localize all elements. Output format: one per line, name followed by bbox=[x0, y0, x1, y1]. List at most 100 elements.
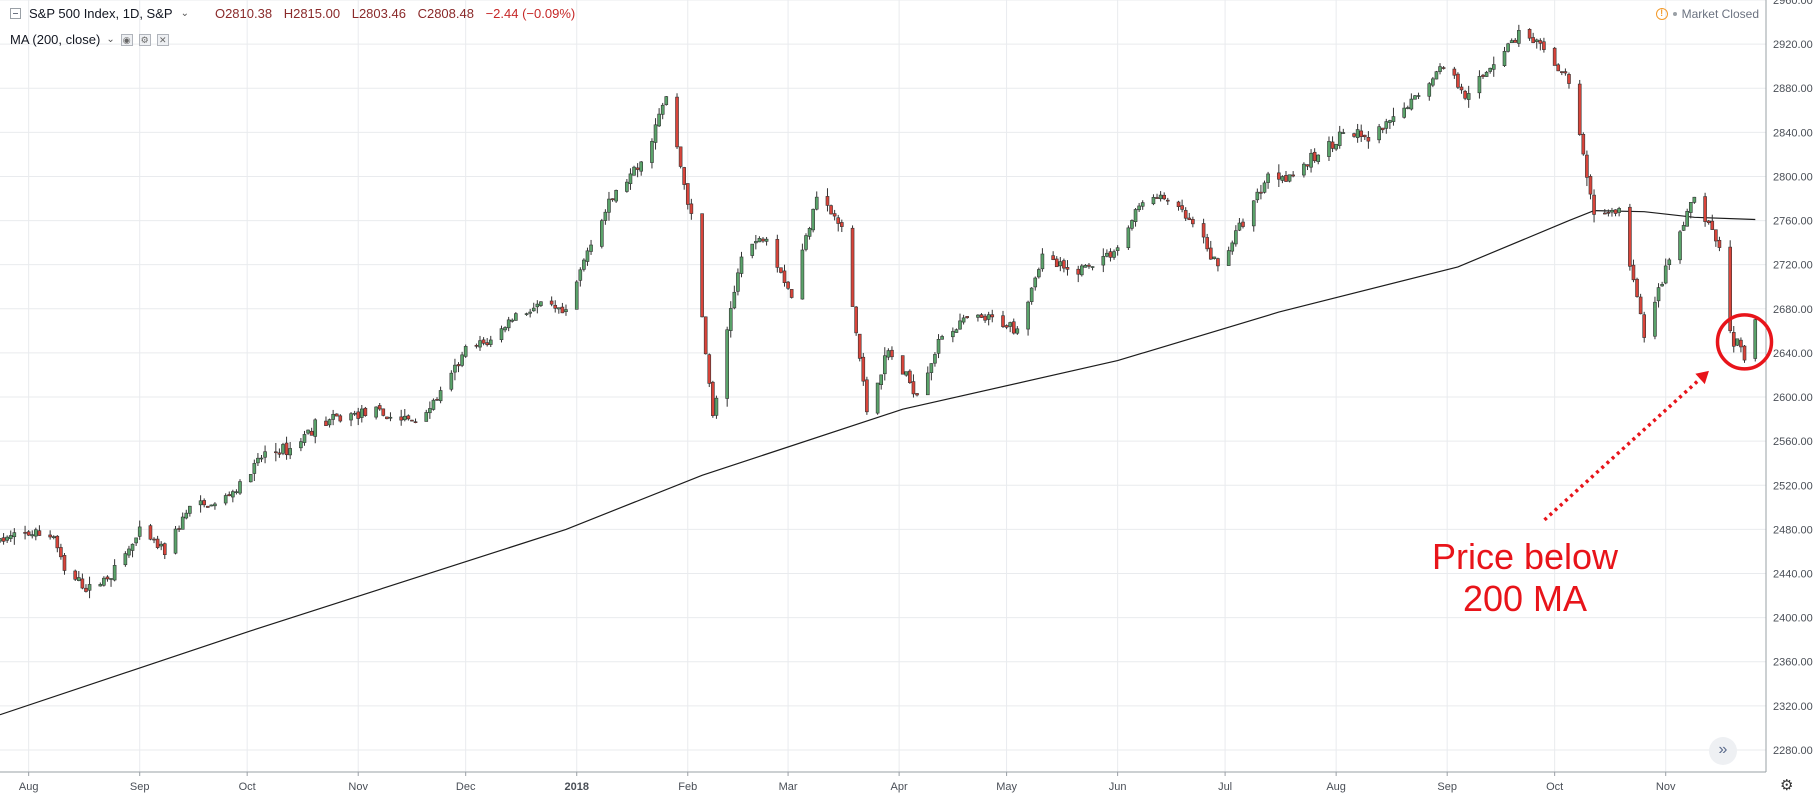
collapse-icon[interactable] bbox=[10, 8, 21, 19]
info-icon[interactable]: ! bbox=[1655, 8, 1668, 20]
candle-up bbox=[1477, 76, 1482, 94]
candle-down bbox=[1201, 223, 1206, 238]
candle-down bbox=[1577, 83, 1582, 135]
candle-down bbox=[1312, 151, 1317, 162]
time-tick-label: Dec bbox=[456, 781, 476, 793]
candle-up bbox=[1033, 277, 1038, 288]
candle-up bbox=[929, 363, 934, 373]
price-axis[interactable]: 2280.00 2320.00 2360.00 2400.00 2440.00 2480.… bbox=[1773, 0, 1813, 757]
candle-up bbox=[428, 408, 432, 414]
candle-up bbox=[1656, 287, 1661, 302]
chevron-down-icon[interactable]: ⌄ bbox=[180, 8, 189, 19]
time-tick-label: 2018 bbox=[564, 781, 588, 793]
candle-up bbox=[1083, 265, 1088, 268]
candle-down bbox=[1452, 68, 1457, 76]
candle-down bbox=[413, 421, 418, 424]
candle-up bbox=[349, 413, 353, 421]
candle-up bbox=[213, 503, 217, 507]
candle-up bbox=[1427, 83, 1432, 97]
candle-up bbox=[1140, 202, 1145, 207]
candle-up bbox=[463, 346, 468, 357]
symbol-title[interactable]: S&P 500 Index, 1D, S&P bbox=[29, 6, 173, 21]
indicator-label[interactable]: MA (200, close) bbox=[10, 32, 101, 47]
annotation-callout bbox=[1543, 313, 1774, 522]
candle-down bbox=[857, 333, 862, 359]
candle-down bbox=[1631, 264, 1636, 281]
candle-up bbox=[1137, 205, 1141, 211]
gear-icon[interactable]: ⚙ bbox=[138, 33, 151, 46]
candle-up bbox=[209, 504, 214, 507]
candle-up bbox=[499, 328, 504, 341]
candle-up bbox=[1040, 253, 1045, 270]
candle-up bbox=[1681, 225, 1686, 231]
price-tick-label: 2720.00 bbox=[1773, 260, 1813, 272]
candle-down bbox=[836, 217, 841, 224]
candle-up bbox=[632, 166, 636, 176]
time-tick-label: Apr bbox=[891, 781, 908, 793]
candle-up bbox=[1251, 200, 1256, 227]
candle-down bbox=[1259, 191, 1263, 194]
candle-up bbox=[1517, 30, 1521, 44]
candle-up bbox=[904, 371, 909, 376]
candle-up bbox=[374, 406, 378, 418]
candle-up bbox=[757, 238, 762, 243]
candle-up bbox=[814, 196, 819, 210]
price-tick-label: 2920.00 bbox=[1773, 39, 1813, 51]
candle-up bbox=[256, 457, 260, 464]
eye-icon[interactable]: ◉ bbox=[120, 33, 133, 46]
candle-down bbox=[80, 578, 85, 589]
annotation-line-2: 200 MA bbox=[1462, 578, 1588, 619]
chevron-double-right-icon[interactable]: » bbox=[1709, 737, 1737, 765]
price-tick-label: 2640.00 bbox=[1773, 348, 1813, 360]
candle-down bbox=[23, 532, 27, 534]
candle-down bbox=[1187, 217, 1192, 220]
candle-down bbox=[1642, 314, 1647, 338]
candle-up bbox=[951, 331, 955, 338]
candle-up bbox=[359, 408, 364, 418]
market-status-text: Market Closed bbox=[1681, 7, 1759, 21]
time-axis[interactable]: Aug Sep Oct Nov Dec 2018 Feb Mar Apr May Jun Jul Aug… bbox=[19, 772, 1676, 793]
time-tick-label: Feb bbox=[678, 781, 697, 793]
candle-up bbox=[453, 364, 457, 373]
candle-up bbox=[986, 314, 991, 320]
candle-down bbox=[406, 415, 411, 420]
candle-up bbox=[331, 413, 335, 420]
candle-up bbox=[302, 434, 307, 443]
candle-down bbox=[711, 381, 715, 416]
candle-up bbox=[184, 512, 189, 519]
candle-up bbox=[510, 319, 515, 322]
candle-down bbox=[55, 535, 60, 549]
close-icon[interactable]: ✕ bbox=[156, 33, 169, 46]
candle-up bbox=[1037, 269, 1041, 278]
candle-up bbox=[628, 173, 633, 185]
time-tick-label: Oct bbox=[1546, 781, 1563, 793]
candle-down bbox=[1051, 255, 1055, 260]
candle-up bbox=[87, 584, 92, 591]
ma-200-path bbox=[0, 209, 1756, 716]
gear-icon[interactable]: ⚙ bbox=[1780, 777, 1794, 794]
candle-up bbox=[98, 584, 103, 587]
candle-down bbox=[1380, 127, 1385, 131]
candle-up bbox=[1667, 259, 1672, 266]
candle-up bbox=[1466, 93, 1471, 100]
candle-up bbox=[198, 500, 203, 506]
candle-up bbox=[1105, 252, 1109, 257]
candle-up bbox=[51, 536, 56, 539]
candle-up bbox=[603, 211, 608, 221]
candle-down bbox=[177, 528, 181, 530]
candle-up bbox=[231, 491, 235, 498]
candle-down bbox=[84, 587, 88, 592]
candle-down bbox=[1054, 258, 1059, 268]
candle-down bbox=[1441, 67, 1446, 69]
candle-up bbox=[478, 340, 482, 348]
candle-up bbox=[936, 338, 941, 354]
candle-down bbox=[410, 419, 414, 422]
chevron-down-icon[interactable]: ⌄ bbox=[106, 34, 115, 45]
candle-down bbox=[356, 411, 361, 419]
candle-up bbox=[1617, 208, 1621, 213]
candle-up bbox=[625, 181, 629, 192]
candle-up bbox=[248, 474, 253, 483]
candle-down bbox=[1366, 137, 1371, 142]
candle-up bbox=[754, 241, 758, 244]
